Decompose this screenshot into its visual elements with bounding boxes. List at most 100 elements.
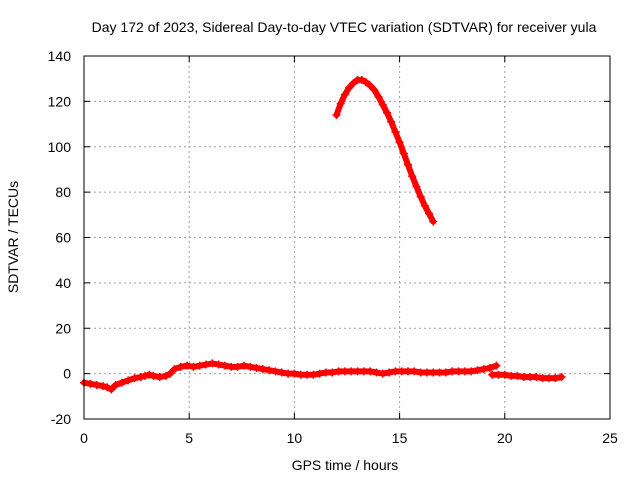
data-point	[130, 374, 139, 383]
data-point	[170, 365, 179, 374]
data-point	[98, 382, 107, 391]
data-point	[290, 369, 299, 378]
data-point	[395, 138, 404, 147]
data-point	[239, 361, 248, 370]
series-satellite-track-2	[332, 75, 438, 226]
data-point	[328, 368, 337, 377]
data-point	[195, 361, 204, 370]
data-point	[265, 366, 274, 375]
y-tick-label: 120	[48, 93, 72, 109]
data-point	[107, 385, 116, 394]
data-point	[467, 367, 476, 376]
data-point	[532, 373, 541, 382]
data-series	[80, 75, 566, 394]
data-point	[103, 383, 112, 392]
data-point	[374, 92, 383, 101]
data-point	[252, 363, 261, 372]
x-tick-label: 25	[602, 430, 618, 446]
series-satellite-track-3	[488, 370, 566, 383]
data-point	[425, 209, 434, 218]
data-point	[136, 373, 145, 382]
data-point	[378, 369, 387, 378]
y-axis-label: SDTVAR / TECUs	[5, 181, 21, 293]
data-point	[145, 370, 154, 379]
data-point	[271, 367, 280, 376]
data-point	[410, 367, 419, 376]
data-point	[111, 380, 120, 389]
data-point	[332, 110, 341, 119]
data-point	[155, 373, 164, 382]
y-tick-label: -20	[51, 411, 71, 427]
data-point	[412, 182, 421, 191]
data-point	[492, 361, 501, 370]
x-tick-label: 10	[287, 430, 303, 446]
x-tick-label: 0	[80, 430, 88, 446]
data-point	[176, 362, 185, 371]
data-point	[340, 90, 349, 99]
grid-lines	[84, 56, 610, 419]
y-tick-label: 60	[55, 230, 71, 246]
x-tick-label: 5	[185, 430, 193, 446]
y-tick-label: 80	[55, 184, 71, 200]
x-tick-label: 20	[497, 430, 513, 446]
data-point	[246, 362, 255, 371]
data-point	[408, 172, 417, 181]
x-tick-label: 15	[392, 430, 408, 446]
data-point	[500, 370, 509, 379]
data-point	[399, 149, 408, 158]
data-point	[385, 368, 394, 377]
data-point	[486, 363, 495, 372]
data-point	[149, 371, 158, 380]
data-point	[378, 100, 387, 109]
data-point	[315, 369, 324, 378]
data-point	[117, 378, 126, 387]
series-satellite-track-1	[80, 359, 501, 394]
data-point	[479, 365, 488, 374]
data-point	[336, 99, 345, 108]
y-tick-label: 140	[48, 48, 72, 64]
data-point	[162, 371, 171, 380]
data-point	[166, 369, 175, 378]
chart-title: Day 172 of 2023, Sidereal Day-to-day VTE…	[92, 19, 597, 35]
data-point	[92, 380, 101, 389]
axis-ticks: 0 5 10 15 20 25 -20 0 20 40 60 80 100 120 140	[48, 48, 618, 446]
data-point	[214, 360, 223, 369]
data-point	[441, 368, 450, 377]
data-point	[202, 360, 211, 369]
data-point	[361, 78, 370, 87]
data-point	[420, 201, 429, 210]
data-point	[557, 373, 566, 382]
data-point	[189, 362, 198, 371]
data-point	[551, 374, 560, 383]
data-point	[357, 75, 366, 84]
y-tick-label: 0	[63, 366, 71, 382]
data-point	[382, 108, 391, 117]
data-point	[183, 361, 192, 370]
data-point	[86, 379, 95, 388]
data-point	[349, 79, 358, 88]
data-point	[387, 117, 396, 126]
x-axis-label: GPS time / hours	[292, 457, 399, 473]
data-point	[473, 366, 482, 375]
data-point	[429, 217, 438, 226]
data-point	[372, 368, 381, 377]
y-tick-label: 20	[55, 320, 71, 336]
data-point	[277, 368, 286, 377]
y-tick-label: 40	[55, 275, 71, 291]
data-point	[404, 160, 413, 169]
plot-frame	[83, 55, 611, 420]
data-point	[366, 367, 375, 376]
data-point	[258, 365, 267, 374]
data-point	[233, 362, 242, 371]
data-point	[391, 128, 400, 137]
y-tick-label: 100	[48, 139, 72, 155]
data-point	[416, 192, 425, 201]
data-point	[141, 371, 150, 380]
data-point	[345, 83, 354, 92]
data-point	[309, 370, 318, 379]
data-point	[220, 361, 229, 370]
data-point	[124, 376, 133, 385]
data-point	[208, 359, 217, 368]
data-point	[513, 371, 522, 380]
